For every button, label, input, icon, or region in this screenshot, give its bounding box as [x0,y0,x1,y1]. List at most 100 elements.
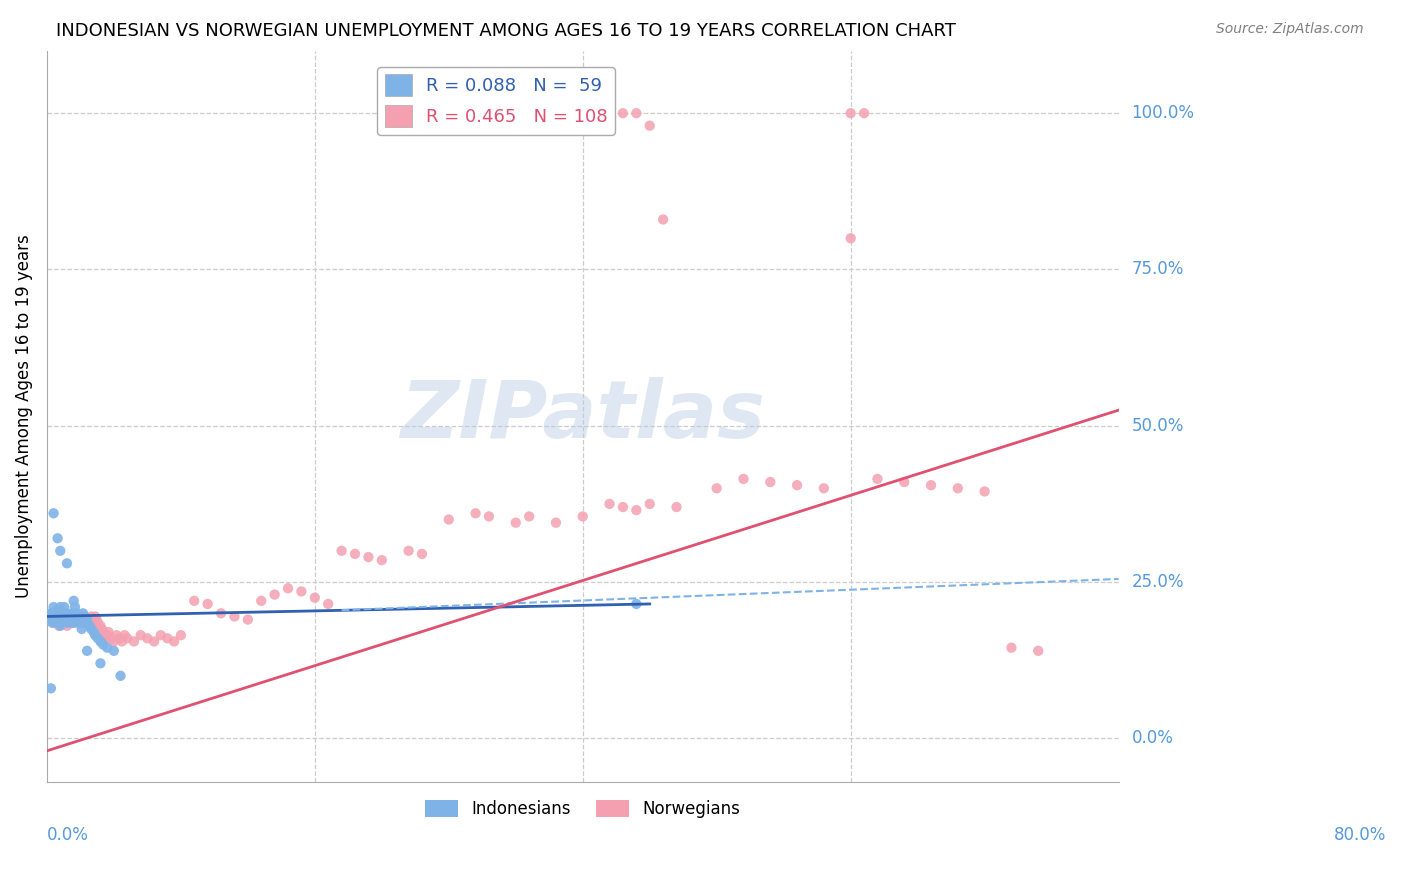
Point [49,600,72,615]
Point [39,681,62,696]
Point [183,594,205,608]
Point [97,625,120,640]
Point [209,607,232,621]
Point [117,632,139,646]
Point [62,609,84,624]
Point [42,506,65,520]
Point [49,613,72,627]
Point [42,613,65,627]
Point [706,481,728,495]
Point [56,619,79,633]
Point [411,547,433,561]
Point [277,582,299,596]
Point [108,632,131,646]
Text: Source: ZipAtlas.com: Source: ZipAtlas.com [1216,22,1364,37]
Point [49,615,72,630]
Point [236,613,259,627]
Point [839,106,862,120]
Point [371,553,394,567]
Point [56,615,79,630]
Point [49,619,72,633]
Point [90,622,112,636]
Point [45,607,67,621]
Point [111,634,134,648]
Y-axis label: Unemployment Among Ages 16 to 19 years: Unemployment Among Ages 16 to 19 years [15,235,32,599]
Point [39,607,62,621]
Point [544,516,567,530]
Point [478,509,501,524]
Point [129,628,152,642]
Point [53,615,76,630]
Point [143,634,166,648]
Point [42,615,65,630]
Point [638,119,661,133]
Text: 80.0%: 80.0% [1334,826,1386,844]
Point [89,619,111,633]
Point [464,506,486,520]
Point [60,615,83,630]
Point [41,615,63,630]
Point [149,628,172,642]
Point [612,106,634,120]
Point [55,609,77,624]
Point [76,615,98,630]
Point [42,609,65,624]
Point [652,212,675,227]
Point [973,484,995,499]
Point [357,550,380,565]
Point [626,503,648,517]
Text: 100.0%: 100.0% [1132,104,1195,122]
Text: 50.0%: 50.0% [1132,417,1184,434]
Point [103,644,125,658]
Point [73,609,96,624]
Point [638,497,661,511]
Text: ZIPatlas: ZIPatlas [401,377,765,456]
Point [52,613,75,627]
Point [100,632,122,646]
Point [83,625,105,640]
Point [1026,644,1049,658]
Point [76,613,98,627]
Point [571,509,593,524]
Point [84,628,107,642]
Point [94,632,117,646]
Point [59,613,82,627]
Point [330,543,353,558]
Point [70,622,93,636]
Point [82,613,104,627]
Point [62,615,84,630]
Point [52,607,75,621]
Point [42,607,65,621]
Point [105,628,128,642]
Point [56,613,79,627]
Point [304,591,326,605]
Point [41,607,63,621]
Point [62,613,84,627]
Point [813,481,835,495]
Point [39,613,62,627]
Point [96,628,118,642]
Point [437,512,460,526]
Point [65,607,87,621]
Point [626,597,648,611]
Point [52,613,75,627]
Point [49,615,72,630]
Point [48,613,70,627]
Point [853,106,876,120]
Point [156,632,179,646]
Point [44,609,66,624]
Point [122,634,145,648]
Point [70,613,93,627]
Point [76,615,98,630]
Point [67,615,90,630]
Point [44,615,66,630]
Point [136,632,159,646]
Point [59,613,82,627]
Legend: Indonesians, Norwegians: Indonesians, Norwegians [418,794,747,825]
Point [866,472,889,486]
Point [91,625,114,640]
Point [46,531,69,545]
Point [66,613,89,627]
Point [66,613,89,627]
Point [263,588,285,602]
